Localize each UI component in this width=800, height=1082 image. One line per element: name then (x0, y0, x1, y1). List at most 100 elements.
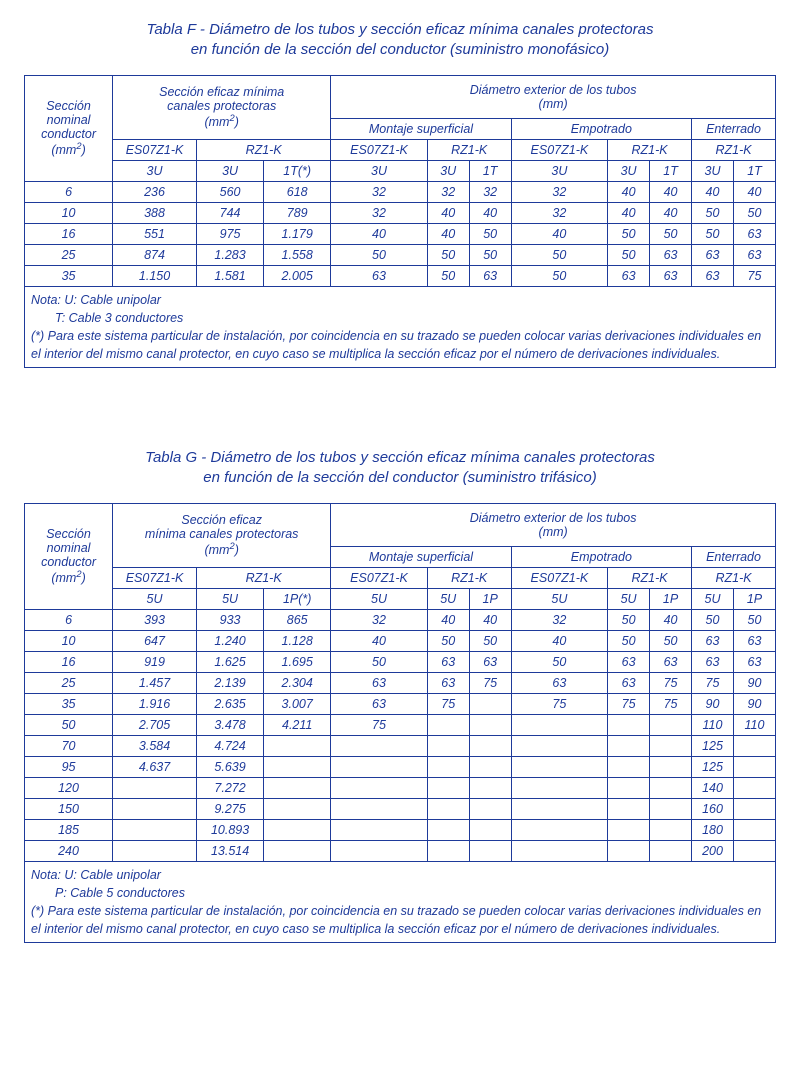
data-cell: 236 (113, 181, 197, 202)
data-cell: 63 (608, 651, 650, 672)
data-cell: 50 (427, 265, 469, 286)
tabla-g-title: Tabla G - Diámetro de los tubos y secció… (24, 448, 776, 489)
sub-1t: 1T (650, 160, 692, 181)
data-cell (264, 840, 331, 861)
data-cell (608, 735, 650, 756)
data-cell (511, 777, 607, 798)
h-montaje: Montaje superficial (331, 546, 511, 567)
data-cell (608, 777, 650, 798)
h-rz: RZ1-K (197, 139, 331, 160)
data-cell: 1.695 (264, 651, 331, 672)
data-cell: 10 (25, 630, 113, 651)
data-cell: 70 (25, 735, 113, 756)
data-cell (608, 756, 650, 777)
sub-1p: 1P (650, 588, 692, 609)
data-cell: 75 (469, 672, 511, 693)
table-row: 165519751.1794040504050505063 (25, 223, 776, 244)
sub-1t: 1T(*) (264, 160, 331, 181)
data-cell: 110 (733, 714, 775, 735)
data-cell: 50 (511, 651, 607, 672)
data-cell: 40 (469, 609, 511, 630)
sub-3u: 3U (692, 160, 734, 181)
data-cell: 63 (692, 651, 734, 672)
data-cell: 50 (608, 609, 650, 630)
data-cell: 63 (427, 672, 469, 693)
data-cell: 63 (511, 672, 607, 693)
sub-3u: 3U (427, 160, 469, 181)
data-cell (264, 819, 331, 840)
table-row: 258741.2831.5585050505050636363 (25, 244, 776, 265)
tabla-g-note: Nota: U: Cable unipolar P: Cable 5 condu… (24, 862, 776, 944)
data-cell: 63 (650, 265, 692, 286)
data-cell: 32 (331, 181, 427, 202)
h-diametro: Diámetro exterior de los tubos (mm) (331, 503, 776, 546)
data-cell: 63 (733, 630, 775, 651)
data-cell (113, 777, 197, 798)
data-cell: 75 (650, 672, 692, 693)
data-cell (608, 840, 650, 861)
h-enterrado: Enterrado (692, 118, 776, 139)
table-row: 1509.275160 (25, 798, 776, 819)
note-line: Nota: U: Cable unipolar (31, 291, 769, 309)
sub-1t: 1T (733, 160, 775, 181)
table-row: 1207.272140 (25, 777, 776, 798)
h-eficaz: Sección eficaz mínima canales protectora… (113, 75, 331, 139)
data-cell (608, 714, 650, 735)
note-line: (*) Para este sistema particular de inst… (31, 902, 769, 938)
tabla-f-note: Nota: U: Cable unipolar T: Cable 3 condu… (24, 287, 776, 369)
data-cell: 40 (331, 223, 427, 244)
data-cell: 2.304 (264, 672, 331, 693)
data-cell: 3.584 (113, 735, 197, 756)
sub-5u: 5U (608, 588, 650, 609)
data-cell: 63 (608, 672, 650, 693)
sub-5u: 5U (113, 588, 197, 609)
data-cell: 40 (469, 202, 511, 223)
sub-5u: 5U (692, 588, 734, 609)
data-cell (264, 735, 331, 756)
data-cell (427, 777, 469, 798)
table-row: 62365606183232323240404040 (25, 181, 776, 202)
data-cell (331, 777, 427, 798)
note-line: Nota: U: Cable unipolar (31, 866, 769, 884)
data-cell: 1.581 (197, 265, 264, 286)
data-cell: 240 (25, 840, 113, 861)
data-cell: 32 (469, 181, 511, 202)
h-enterrado: Enterrado (692, 546, 776, 567)
sub-1p: 1P(*) (264, 588, 331, 609)
data-cell (733, 756, 775, 777)
data-cell: 865 (264, 609, 331, 630)
sub-3u: 3U (511, 160, 607, 181)
data-cell (331, 819, 427, 840)
note-line: T: Cable 3 conductores (31, 309, 769, 327)
data-cell (511, 819, 607, 840)
data-cell (469, 693, 511, 714)
sub-5u: 5U (427, 588, 469, 609)
data-cell: 63 (692, 244, 734, 265)
data-cell: 35 (25, 265, 113, 286)
data-cell: 1.128 (264, 630, 331, 651)
sub-5u: 5U (511, 588, 607, 609)
table-row: 502.7053.4784.21175110110 (25, 714, 776, 735)
data-cell: 40 (650, 181, 692, 202)
tabla-f: Sección nominal conductor (mm2) Sección … (24, 75, 776, 287)
data-cell: 50 (469, 630, 511, 651)
sub-1t: 1T (469, 160, 511, 181)
data-cell: 388 (113, 202, 197, 223)
data-cell: 2.705 (113, 714, 197, 735)
data-cell: 160 (692, 798, 734, 819)
data-cell (608, 798, 650, 819)
data-cell: 4.211 (264, 714, 331, 735)
data-cell (331, 840, 427, 861)
data-cell (733, 819, 775, 840)
data-cell (733, 798, 775, 819)
data-cell: 40 (650, 202, 692, 223)
data-cell: 40 (511, 630, 607, 651)
data-cell: 16 (25, 651, 113, 672)
h-es: ES07Z1-K (113, 139, 197, 160)
data-cell: 75 (331, 714, 427, 735)
data-cell: 90 (733, 693, 775, 714)
tabla-f-title-l2: en función de la sección del conductor (… (191, 41, 610, 58)
h-seccion: Sección nominal conductor (mm2) (25, 75, 113, 181)
data-cell: 50 (692, 223, 734, 244)
data-cell: 40 (733, 181, 775, 202)
